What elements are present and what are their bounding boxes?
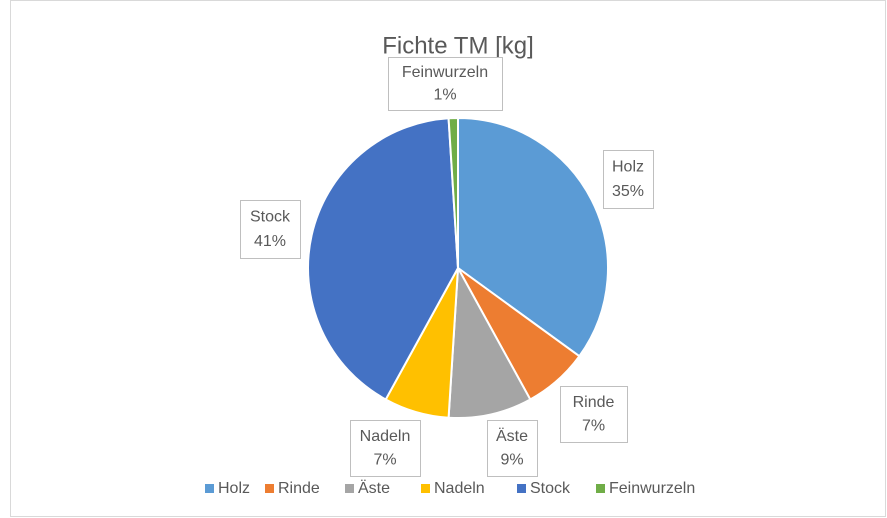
data-label-name: Äste [496, 427, 528, 445]
data-label-name: Rinde [573, 394, 615, 411]
data-label-name: Nadeln [360, 428, 411, 445]
data-label-value: 7% [582, 418, 605, 435]
data-label-box [240, 200, 301, 259]
legend-label: Stock [530, 480, 571, 497]
data-label-box [350, 420, 421, 477]
pie-slice [447, 264, 532, 419]
data-label-name: Feinwurzeln [402, 64, 488, 81]
legend-label: Feinwurzeln [609, 480, 695, 497]
pie-slice [307, 117, 460, 401]
legend-swatch [265, 484, 274, 493]
data-label-value: 41% [254, 233, 286, 250]
data-label-box [388, 57, 503, 111]
data-label-box [603, 150, 654, 209]
legend-swatch [205, 484, 214, 493]
pie-slice [447, 116, 459, 269]
legend-swatch [517, 484, 526, 493]
data-label-name: Holz [612, 159, 644, 176]
data-label-value: 7% [373, 452, 396, 469]
legend-swatch [421, 484, 430, 493]
data-label-value: 1% [433, 86, 456, 103]
data-label-value: 35% [612, 183, 644, 200]
legend-swatch [345, 484, 354, 493]
data-label-box [487, 420, 538, 477]
data-label-value: 9% [500, 452, 523, 469]
chart-title: Fichte TM [kg] [382, 32, 534, 59]
data-label-box [560, 386, 628, 443]
pie-slice [457, 116, 609, 358]
legend-label: Holz [218, 480, 250, 497]
data-label-name: Stock [250, 209, 291, 226]
legend-label: Äste [358, 479, 390, 497]
legend-label: Nadeln [434, 480, 485, 497]
legend-swatch [596, 484, 605, 493]
legend-label: Rinde [278, 480, 320, 497]
